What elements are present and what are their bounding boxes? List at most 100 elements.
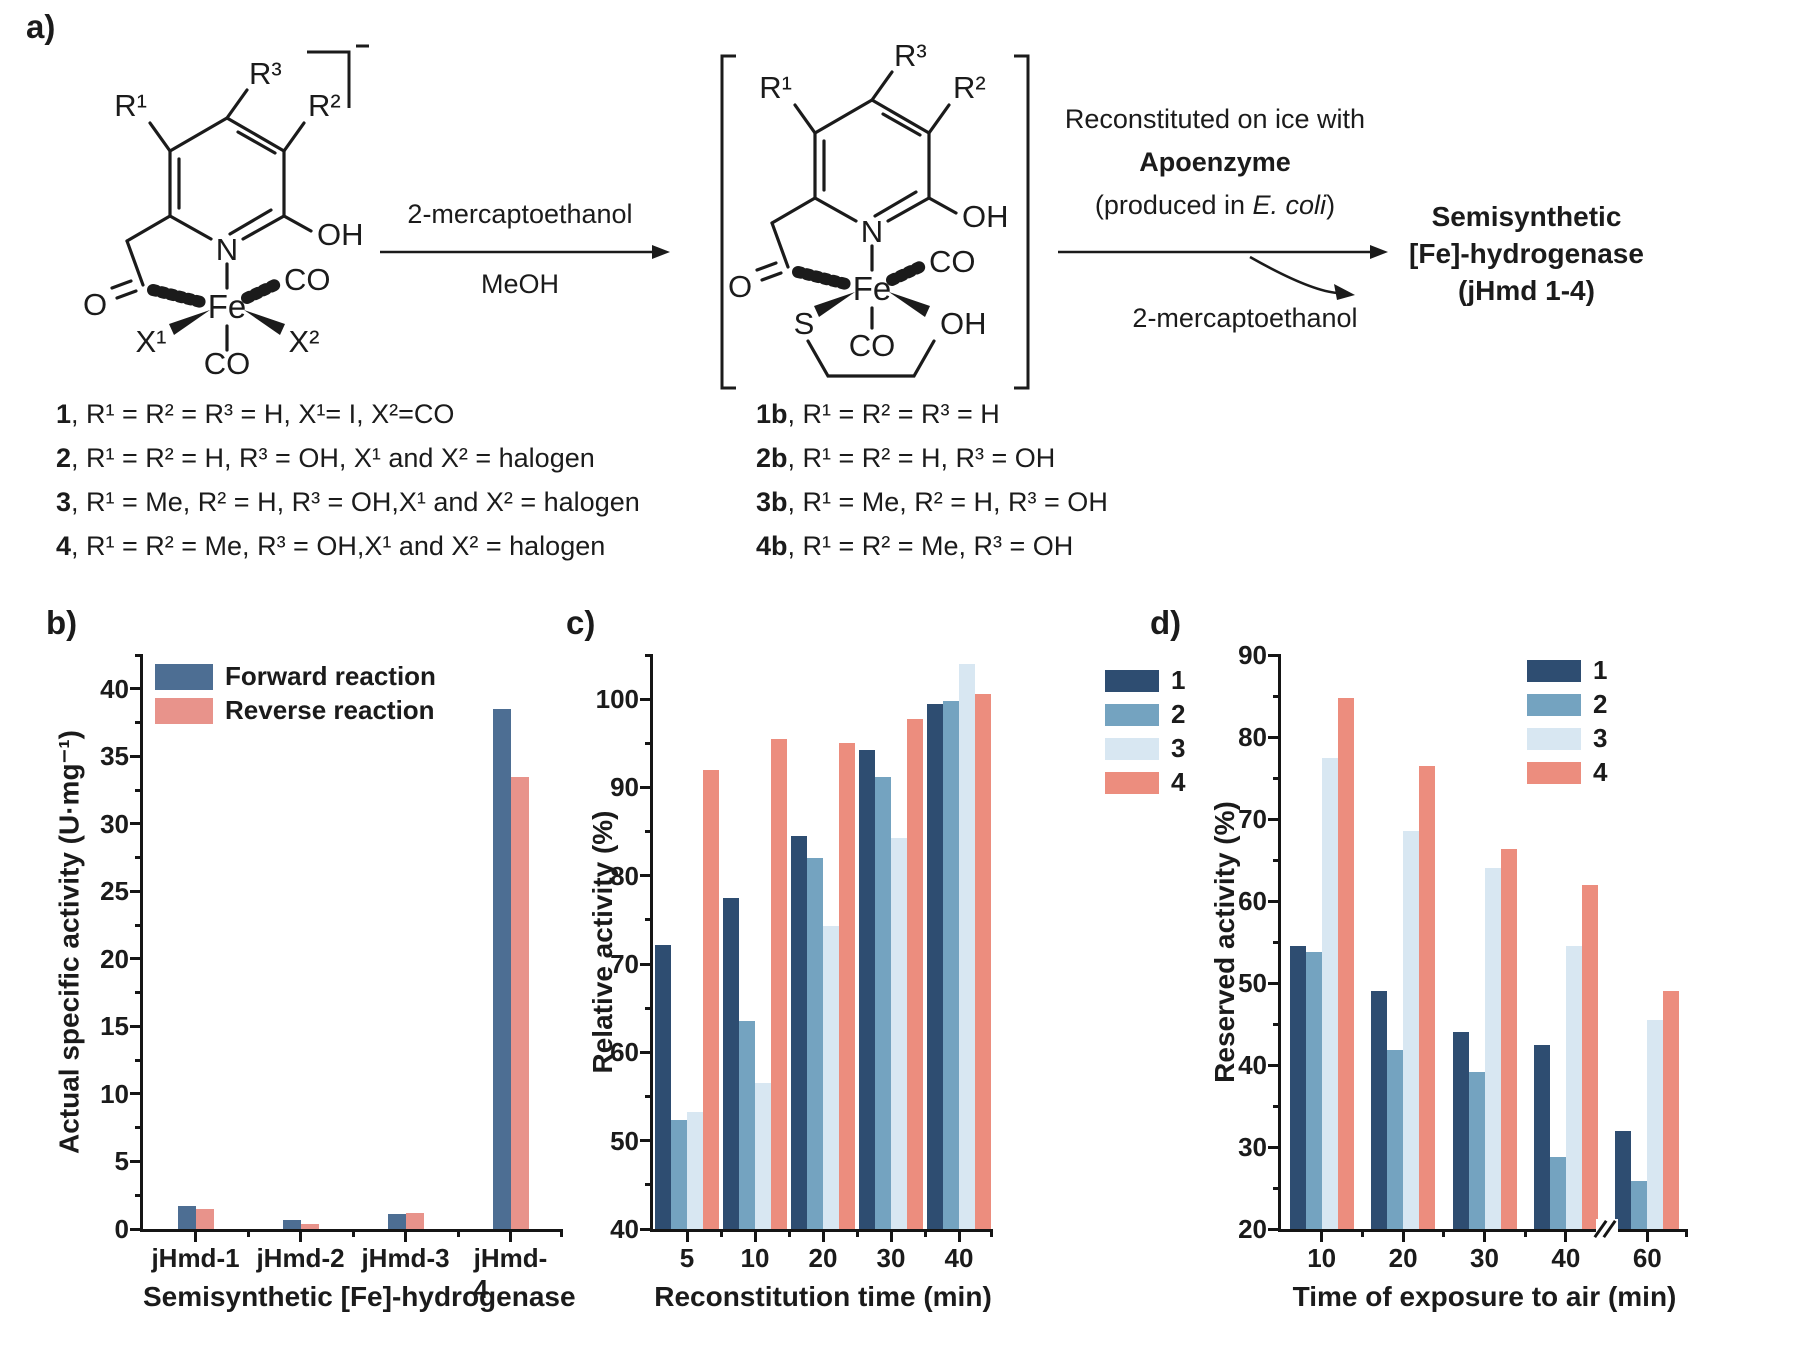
bar-series-4-30	[907, 718, 923, 1229]
y-minor-tick	[135, 1058, 143, 1062]
y-tick-label: 90	[1238, 640, 1267, 670]
y-minor-tick	[645, 830, 653, 834]
y-major-tick	[640, 697, 653, 701]
y-major-tick	[130, 822, 143, 826]
bar-series-2-30	[875, 776, 891, 1229]
bar-series-Reverse reaction-jHmd-2	[300, 1223, 319, 1229]
y-major-tick	[1268, 1145, 1281, 1149]
chart-activity-xlabel: Semisynthetic [Fe]-hydrogenase	[143, 1281, 576, 1312]
legend-label: 2	[1171, 699, 1186, 729]
bar-series-1-5	[655, 944, 671, 1229]
s-label: S	[794, 306, 815, 341]
y-tick-label: 0	[114, 1214, 129, 1244]
y-tick-label: 30	[1238, 1132, 1267, 1162]
legend-swatch	[155, 663, 213, 690]
bar-series-1-10	[723, 897, 739, 1229]
y-tick-label: 40	[610, 1214, 639, 1244]
x-tick-label: 10	[740, 1243, 770, 1273]
bar-series-2-20	[807, 858, 823, 1229]
fe-label: Fe	[853, 270, 892, 307]
y-minor-tick	[645, 918, 653, 922]
reactant-structure: R³ R¹ R² N OH O Fe CO X¹ X² CO	[83, 44, 369, 376]
x-minor-tick	[246, 1229, 250, 1237]
legend-label: 3	[1171, 733, 1186, 763]
y-major-tick	[640, 962, 653, 966]
legend-label: Forward reaction	[225, 661, 436, 691]
legend-label: 1	[1171, 665, 1186, 695]
x-minor-tick	[719, 1229, 723, 1237]
legend-item: 4	[1527, 759, 1607, 786]
x-major-tick	[194, 1229, 197, 1242]
legend-item: Reverse reaction	[155, 697, 436, 724]
y-major-tick	[130, 1024, 143, 1028]
byproduct-arrow-head	[1334, 284, 1355, 300]
legend-label: 1	[1593, 655, 1608, 685]
compound-id: 2	[56, 443, 72, 473]
bar-series-2-10	[739, 1021, 755, 1229]
y-major-tick	[1268, 817, 1281, 821]
y-tick-label: 40	[100, 673, 129, 704]
x1-label: X¹	[136, 324, 167, 359]
legend-item: 4	[1105, 769, 1185, 796]
y-major-tick	[1268, 1063, 1281, 1067]
y-minor-tick	[1273, 940, 1281, 944]
y-tick-label: 70	[610, 949, 639, 980]
legend-swatch	[1105, 737, 1159, 760]
x-major-tick	[821, 1229, 825, 1242]
oh-fe-label: OH	[940, 306, 987, 341]
bar-series-3-20	[1403, 831, 1420, 1229]
legend-label: 4	[1171, 767, 1186, 797]
y-minor-tick	[645, 1006, 653, 1010]
bar-series-3-40	[1565, 946, 1582, 1229]
bar-series-4-10	[771, 738, 787, 1229]
co-lower-label: CO	[849, 328, 896, 363]
hashed-bond-acyl-fe	[792, 266, 852, 290]
legend-item: 1	[1105, 667, 1185, 694]
y-minor-tick	[1273, 776, 1281, 780]
bar-series-1-40	[1533, 1044, 1550, 1229]
x-tick-label: 10	[1307, 1243, 1337, 1273]
y-major-tick	[130, 754, 143, 758]
compound-definition: , R¹ = R² = H, R³ = OH, X¹ and X² = halo…	[71, 443, 595, 473]
arrow1-head	[652, 245, 670, 259]
produced-in-text: (produced in	[1094, 190, 1253, 220]
x-minor-tick	[456, 1229, 460, 1237]
y-tick-label: 80	[1238, 722, 1267, 752]
bar-series-1-30	[1452, 1032, 1469, 1229]
r3-label: R³	[894, 40, 927, 73]
legend-swatch	[1527, 693, 1581, 716]
x-minor-tick	[1442, 1229, 1446, 1237]
fe-label: Fe	[208, 288, 247, 325]
bar-series-1-10	[1289, 946, 1306, 1229]
wedge-bond-x1	[169, 310, 210, 335]
x-major-tick	[1645, 1229, 1649, 1242]
y-tick-label: 15	[100, 1011, 129, 1042]
legend-item: 2	[1105, 701, 1185, 728]
bar-series-3-10	[1321, 758, 1338, 1229]
legend-item: 1	[1527, 657, 1607, 684]
bar-series-4-40	[1581, 884, 1598, 1229]
arrow1-reagent: 2-mercaptoethanol	[407, 199, 633, 229]
compound-line: 2, R¹ = R² = H, R³ = OH, X¹ and X² = hal…	[56, 436, 640, 480]
compound-id: 4b	[756, 531, 788, 561]
legend-swatch	[1527, 761, 1581, 784]
arrow2-head	[1370, 245, 1388, 259]
compound-line: 2b, R¹ = R² = H, R³ = OH	[756, 436, 1108, 480]
legend-swatch	[1105, 669, 1159, 692]
x-major-tick	[753, 1229, 757, 1242]
y-major-tick	[640, 1139, 653, 1143]
co-upper-label: CO	[284, 262, 331, 297]
bar-series-Forward reaction-jHmd-1	[177, 1206, 196, 1229]
oh-ring-label: OH	[962, 199, 1009, 234]
x-minor-tick	[923, 1229, 927, 1237]
panel-d-label: d)	[1150, 604, 1182, 641]
bar-series-4-30	[1500, 849, 1517, 1229]
o-acyl-label: O	[728, 269, 752, 304]
byproduct-curved-arrow	[1249, 255, 1339, 295]
x-tick-label: jHmd-3	[361, 1243, 450, 1273]
y-tick-label: 50	[610, 1125, 639, 1156]
y-minor-tick	[1273, 1104, 1281, 1108]
bar-series-4-10	[1337, 697, 1354, 1229]
y-tick-label: 90	[610, 772, 639, 803]
